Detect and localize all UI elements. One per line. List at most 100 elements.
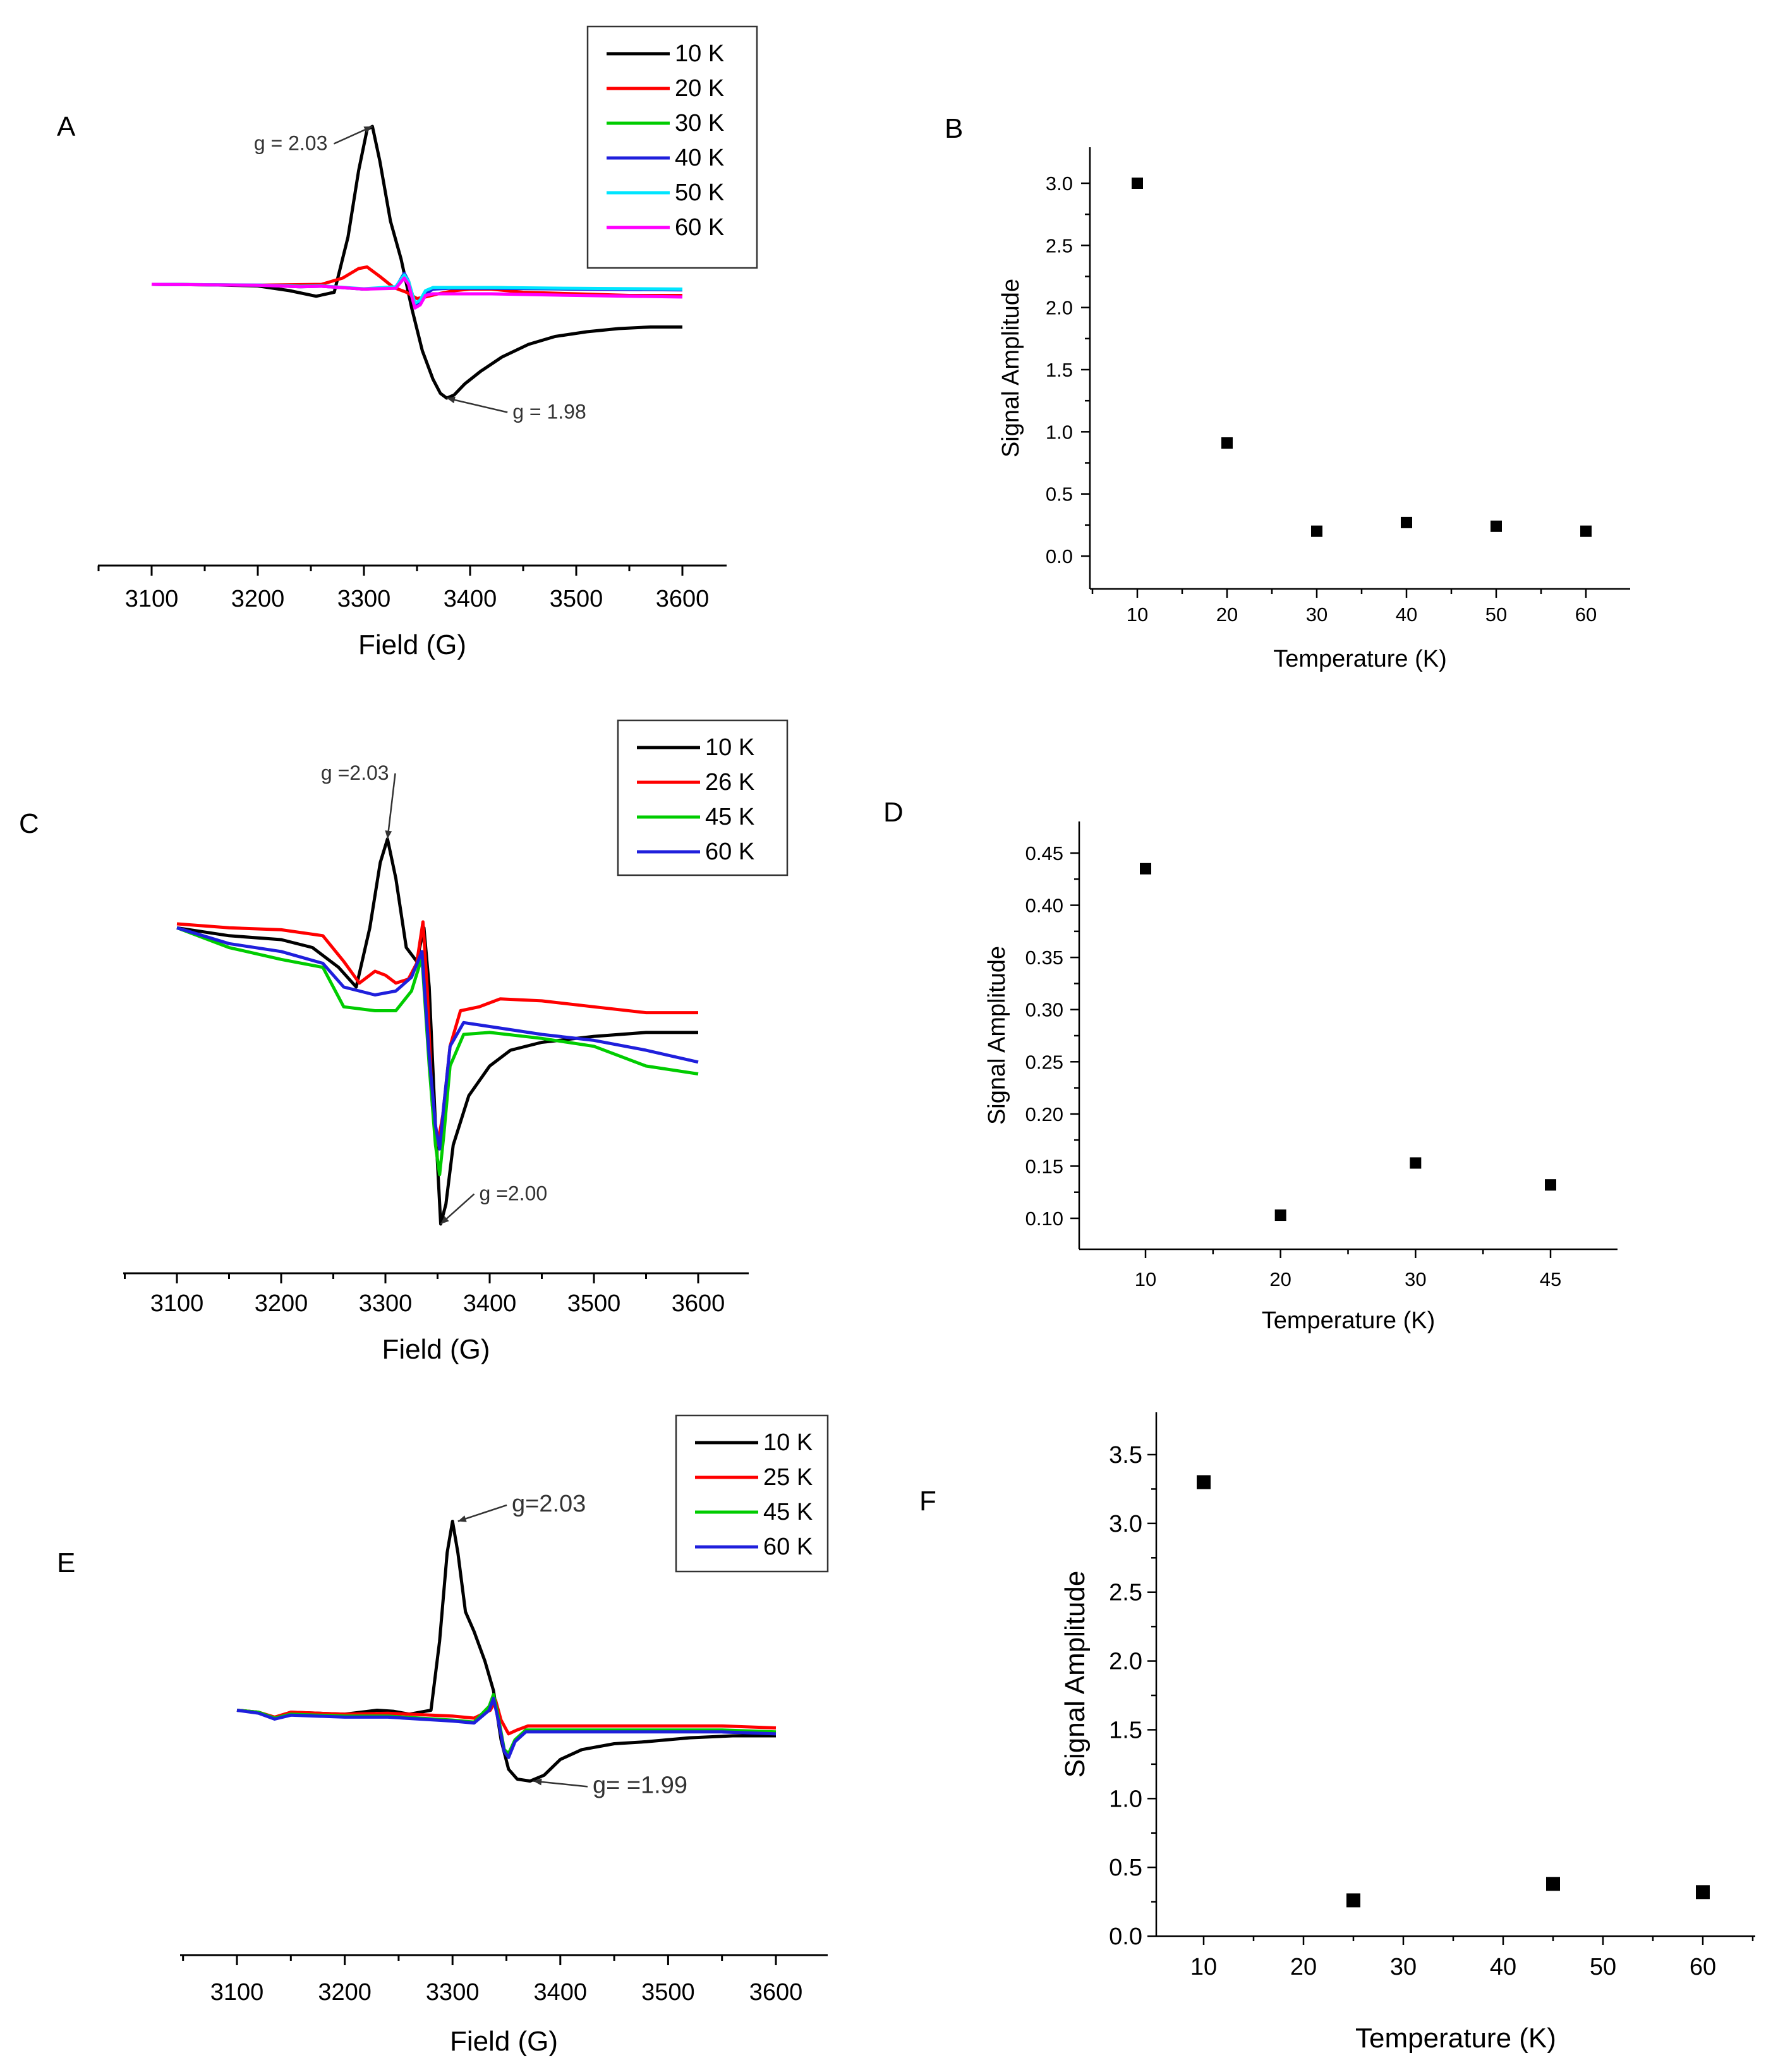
legend: 10 K 26 K 45 K 60 K bbox=[617, 719, 789, 876]
series-line-60k bbox=[236, 1697, 777, 1759]
y-axis-title: Signal Amplitude bbox=[1060, 1571, 1091, 1778]
x-tick-label: 60 bbox=[1575, 603, 1597, 626]
y-tick-label: 3.5 bbox=[1109, 1442, 1142, 1469]
legend-box bbox=[586, 25, 758, 269]
data-point bbox=[1580, 525, 1592, 537]
x-tick-label: 3500 bbox=[550, 586, 603, 612]
legend-label: 60 K bbox=[675, 214, 724, 241]
annotation-label: g = 1.98 bbox=[512, 401, 586, 423]
x-tick-label: 30 bbox=[1405, 1268, 1426, 1290]
legend-label: 10 K bbox=[763, 1429, 813, 1456]
panel-label: B bbox=[945, 113, 963, 144]
y-axis-title: Signal Amplitude bbox=[984, 946, 1010, 1125]
x-axis-title: Temperature (K) bbox=[1273, 646, 1447, 672]
x-tick-label: 3300 bbox=[337, 586, 391, 612]
y-tick-label: 0.30 bbox=[1025, 999, 1063, 1021]
data-point bbox=[1132, 178, 1143, 189]
chart-panel-d: D 10 20 30 45 0.10 0.15 0.20 0.25 0.30 0.35 0.40 0.4… bbox=[883, 797, 1618, 1334]
legend-label: 60 K bbox=[763, 1534, 813, 1560]
y-tick-label: 0.10 bbox=[1025, 1208, 1063, 1230]
x-axis-title: Field (G) bbox=[450, 2026, 558, 2057]
annotation-label: g=2.03 bbox=[512, 1491, 586, 1517]
annotation-arrow bbox=[533, 1780, 588, 1788]
x-tick-label: 3300 bbox=[426, 1979, 480, 2006]
x-tick-label: 3600 bbox=[749, 1979, 803, 2006]
y-tick-label: 1.0 bbox=[1046, 421, 1073, 443]
x-tick-label: 40 bbox=[1490, 1954, 1516, 1980]
x-tick-label: 3500 bbox=[567, 1290, 621, 1317]
chart-panel-f: F 10 20 30 40 50 60 0.0 0.5 1.0 1.5 2.0 2.5 3.0 3.5 Tem… bbox=[919, 1412, 1755, 2054]
x-tick-label: 10 bbox=[1135, 1268, 1156, 1290]
annotation-arrowhead bbox=[447, 396, 456, 404]
x-tick-label: 50 bbox=[1590, 1954, 1616, 1980]
x-tick-label: 3100 bbox=[125, 586, 179, 612]
series-line-20k bbox=[151, 265, 682, 300]
legend-label: 45 K bbox=[705, 804, 754, 830]
chart-panel-b: B 10 20 30 40 50 60 0.0 0.5 1.0 1.5 2.0 2.5 3.0 Temper… bbox=[945, 113, 1630, 672]
x-tick-label: 20 bbox=[1216, 603, 1238, 626]
annotation-arrowhead bbox=[363, 126, 373, 133]
annotation-arrow bbox=[387, 773, 396, 839]
y-tick-label: 0.15 bbox=[1025, 1155, 1063, 1177]
legend-label: 30 K bbox=[675, 110, 724, 136]
legend-label: 26 K bbox=[705, 769, 754, 796]
legend-label: 50 K bbox=[675, 179, 724, 206]
series-line-60k bbox=[151, 276, 683, 310]
y-tick-label: 0.20 bbox=[1025, 1103, 1063, 1125]
x-tick-label: 3600 bbox=[672, 1290, 725, 1317]
y-tick-label: 2.5 bbox=[1109, 1580, 1142, 1606]
x-tick-label: 30 bbox=[1306, 603, 1327, 626]
series-line-45k bbox=[236, 1693, 777, 1755]
panel-label: C bbox=[19, 808, 39, 839]
panel-label: E bbox=[57, 1548, 75, 1578]
x-tick-label: 60 bbox=[1690, 1954, 1716, 1980]
x-axis-title: Temperature (K) bbox=[1262, 1307, 1436, 1334]
annotation-arrow bbox=[457, 1504, 507, 1522]
data-point bbox=[1696, 1885, 1710, 1899]
x-tick-label: 20 bbox=[1269, 1268, 1291, 1290]
y-tick-label: 3.0 bbox=[1109, 1511, 1142, 1537]
x-tick-label: 10 bbox=[1190, 1954, 1217, 1980]
annotation-arrowhead bbox=[457, 1515, 467, 1522]
x-tick-label: 3200 bbox=[318, 1979, 372, 2006]
panel-label: D bbox=[883, 797, 904, 828]
y-tick-label: 0.5 bbox=[1109, 1855, 1142, 1881]
data-point bbox=[1401, 516, 1412, 528]
data-point bbox=[1221, 437, 1233, 449]
y-tick-label: 2.5 bbox=[1046, 234, 1073, 257]
x-tick-label: 3400 bbox=[534, 1979, 588, 2006]
legend-label: 45 K bbox=[763, 1499, 813, 1525]
y-tick-label: 0.40 bbox=[1025, 895, 1063, 917]
x-tick-label: 3200 bbox=[255, 1290, 308, 1317]
y-tick-label: 0.35 bbox=[1025, 947, 1063, 969]
panel-label: A bbox=[57, 111, 76, 142]
x-tick-label: 3100 bbox=[210, 1979, 264, 2006]
data-point bbox=[1197, 1475, 1211, 1489]
y-tick-label: 1.5 bbox=[1046, 359, 1073, 381]
legend-label: 40 K bbox=[675, 145, 724, 171]
y-tick-label: 1.5 bbox=[1109, 1717, 1142, 1743]
x-tick-label: 10 bbox=[1127, 603, 1148, 626]
data-point bbox=[1346, 1893, 1360, 1908]
x-axis-title: Field (G) bbox=[358, 629, 466, 660]
legend-label: 20 K bbox=[675, 75, 724, 102]
series-line-10k bbox=[151, 124, 682, 400]
x-axis-title: Temperature (K) bbox=[1355, 2023, 1556, 2054]
annotation-arrow bbox=[446, 397, 508, 413]
legend-label: 25 K bbox=[763, 1464, 813, 1491]
legend-label: 10 K bbox=[705, 734, 754, 761]
x-tick-label: 45 bbox=[1540, 1268, 1561, 1290]
x-tick-label: 3500 bbox=[641, 1979, 695, 2006]
data-point bbox=[1274, 1209, 1286, 1221]
series-line-60k bbox=[176, 926, 699, 1151]
panel-label: F bbox=[919, 1486, 936, 1517]
data-point bbox=[1546, 1877, 1560, 1891]
x-tick-label: 3200 bbox=[231, 586, 285, 612]
x-axis-title: Field (G) bbox=[382, 1334, 490, 1365]
x-tick-label: 3400 bbox=[463, 1290, 517, 1317]
data-point bbox=[1410, 1157, 1422, 1169]
chart-panel-c: C 3100 3200 3300 3400 3500 3600 Field (G) g =2.0… bbox=[19, 719, 789, 1365]
legend: 10 K 25 K 45 K 60 K bbox=[675, 1414, 829, 1573]
x-tick-label: 40 bbox=[1396, 603, 1417, 626]
